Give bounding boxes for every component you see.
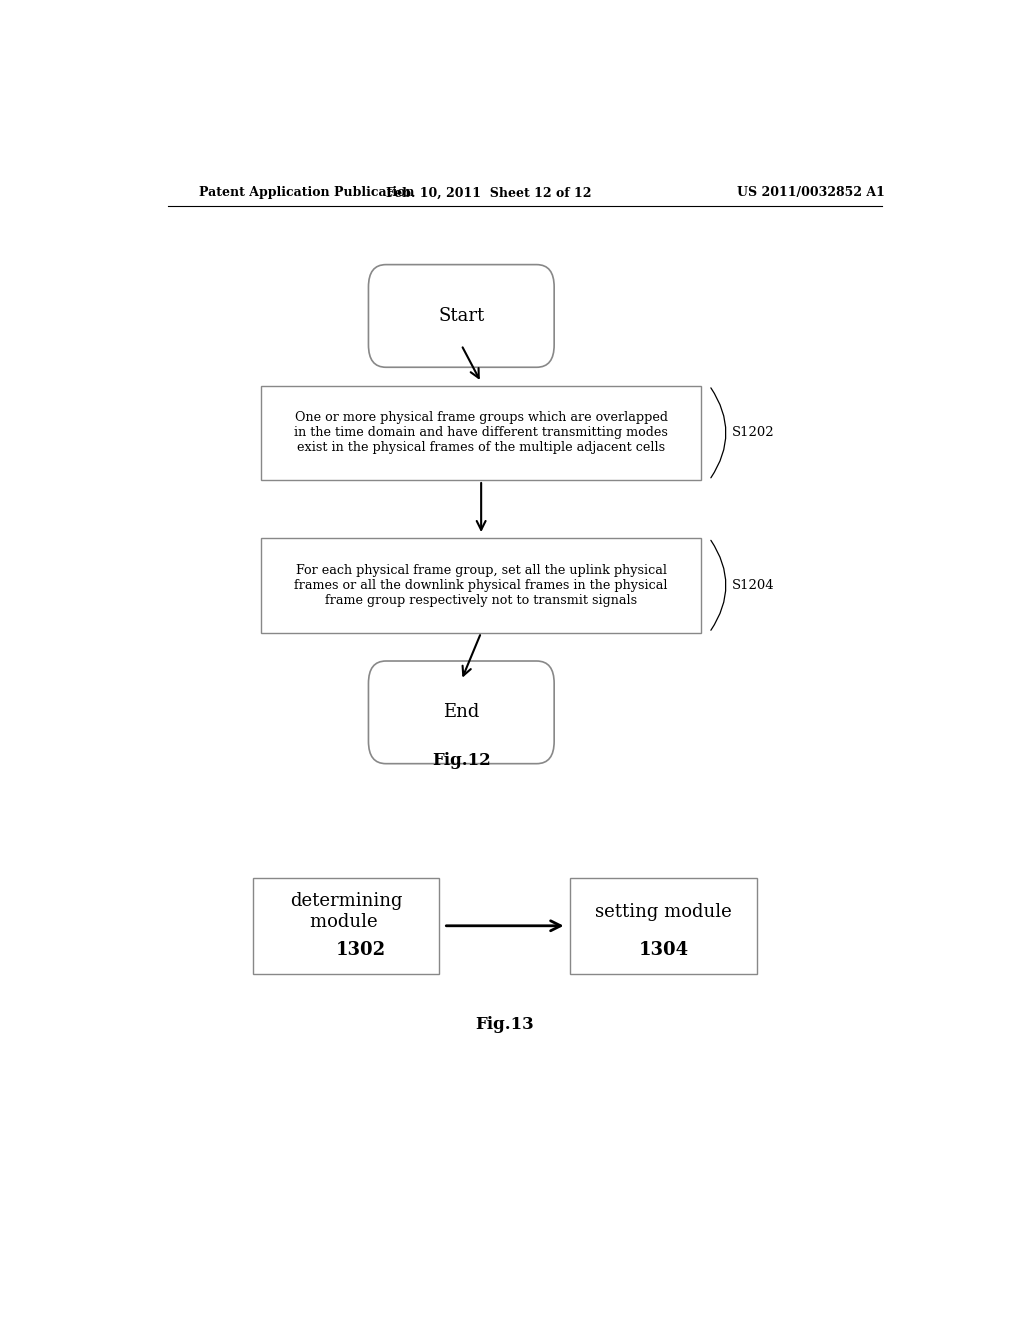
Text: 1304: 1304 <box>639 941 689 960</box>
Text: setting module: setting module <box>595 903 732 920</box>
FancyBboxPatch shape <box>369 661 554 764</box>
Text: S1202: S1202 <box>731 426 774 440</box>
Text: Fig.13: Fig.13 <box>475 1016 535 1032</box>
Bar <box>570 878 757 974</box>
Text: Feb. 10, 2011  Sheet 12 of 12: Feb. 10, 2011 Sheet 12 of 12 <box>386 186 592 199</box>
Text: US 2011/0032852 A1: US 2011/0032852 A1 <box>736 186 885 199</box>
Bar <box>261 385 701 480</box>
Bar <box>261 539 701 632</box>
Bar <box>253 878 439 974</box>
Text: determining
module: determining module <box>290 892 402 931</box>
Text: 1302: 1302 <box>336 941 386 960</box>
Text: One or more physical frame groups which are overlapped
in the time domain and ha: One or more physical frame groups which … <box>294 412 668 454</box>
Text: Fig.12: Fig.12 <box>432 751 490 768</box>
Text: For each physical frame group, set all the uplink physical
frames or all the dow: For each physical frame group, set all t… <box>295 564 668 607</box>
Text: Patent Application Publication: Patent Application Publication <box>200 186 415 199</box>
FancyBboxPatch shape <box>369 264 554 367</box>
Text: Start: Start <box>438 308 484 325</box>
Text: S1204: S1204 <box>731 578 774 591</box>
Text: End: End <box>443 704 479 721</box>
